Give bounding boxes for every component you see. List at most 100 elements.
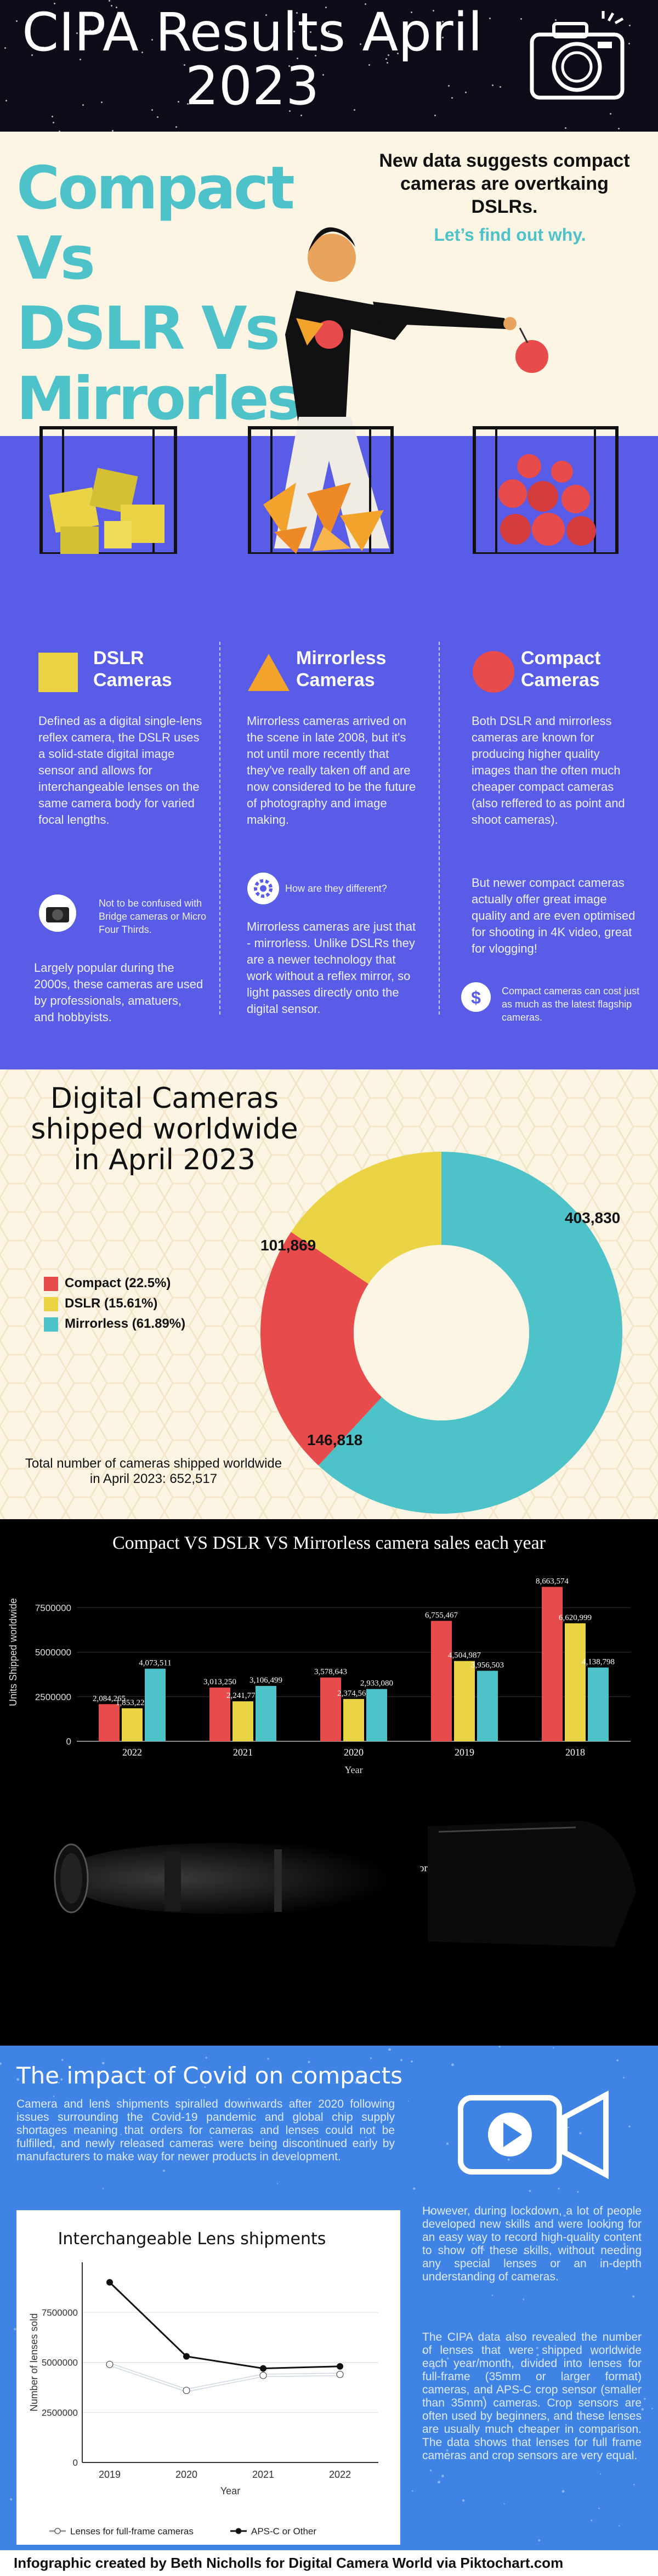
speckle-dot	[591, 2520, 593, 2522]
star-dot	[610, 113, 612, 115]
bar-value-label: 4,138,798	[582, 1657, 615, 1666]
x-tick-label: 2019	[99, 2469, 121, 2480]
page-title: CIPA Results April 2023	[22, 2, 483, 117]
donut-total: Total number of cameras shipped worldwid…	[25, 1456, 282, 1486]
speckle-dot	[164, 2157, 167, 2160]
star-dot	[291, 66, 293, 69]
x-tick-label: 2021	[233, 1747, 253, 1758]
star-dot	[42, 47, 44, 49]
bar-value-label: 4,504,987	[448, 1651, 481, 1660]
speckle-dot	[102, 2188, 104, 2190]
column-divider	[219, 642, 220, 1015]
star-dot	[173, 31, 175, 33]
speckle-dot	[211, 2137, 213, 2139]
speckle-dot	[536, 2347, 538, 2349]
speckle-dot	[603, 2394, 605, 2397]
compact-value-label: 146,818	[307, 1431, 363, 1448]
speckle-dot	[529, 2190, 531, 2192]
speckle-dot	[204, 2086, 206, 2088]
speckle-dot	[632, 2295, 635, 2298]
star-dot	[353, 109, 355, 111]
x-tick-label: 2019	[455, 1747, 474, 1758]
speckle-dot	[16, 2078, 20, 2081]
bar	[366, 1689, 387, 1741]
dslr-note: Not to be confused with Bridge cameras o…	[99, 898, 207, 935]
mirrorless-body-2: Mirrorless cameras are just that - mirro…	[247, 920, 416, 1016]
legend-label: DSLR (15.61%)	[65, 1296, 158, 1311]
star-dot	[617, 127, 620, 129]
bar-chart-section: Compact VS DSLR VS Mirrorless camera sal…	[0, 1519, 658, 2046]
x-tick-label: 2022	[329, 2469, 351, 2480]
x-tick-label: 2020	[344, 1747, 364, 1758]
star-dot	[314, 54, 316, 56]
star-dot	[265, 14, 268, 16]
speckle-dot	[628, 2125, 631, 2127]
bar	[454, 1661, 475, 1741]
legend-marker	[235, 2528, 242, 2534]
speckle-dot	[308, 2060, 310, 2063]
star-dot	[489, 17, 491, 19]
star-dot	[76, 32, 78, 34]
speckle-dot	[563, 2214, 566, 2217]
credit-footer: Infographic created by Beth Nicholls for…	[0, 2550, 658, 2576]
speckle-dot	[58, 2082, 60, 2084]
bar	[542, 1587, 563, 1741]
bar-value-label: 3,578,643	[314, 1668, 347, 1677]
bar-value-label: 8,663,574	[536, 1577, 569, 1586]
speckle-dot	[632, 2262, 634, 2264]
speckle-dot	[583, 2454, 585, 2456]
star-dot	[491, 84, 494, 86]
star-dot	[520, 18, 522, 20]
speckle-dot	[60, 2078, 63, 2081]
star-dot	[296, 12, 298, 14]
series-point	[106, 2279, 113, 2286]
bar	[256, 1686, 276, 1741]
star-dot	[365, 3, 367, 5]
camera-icon	[530, 11, 625, 100]
y-tick-label: 2500000	[35, 1692, 71, 1702]
star-dot	[288, 110, 291, 112]
legend-label: Lenses for full-frame cameras	[70, 2526, 194, 2537]
speckle-dot	[553, 2047, 554, 2049]
speckle-dot	[462, 2499, 465, 2502]
compact-bin-illustration	[473, 426, 619, 554]
bar	[232, 1701, 253, 1741]
star-dot	[276, 72, 278, 75]
star-dot	[628, 25, 631, 27]
dslr-body: Defined as a digital single-lens reflex …	[38, 714, 202, 826]
bar	[431, 1621, 452, 1741]
series-point	[106, 2360, 114, 2368]
legend-mirrorless: Mirrorless (61.89%)	[44, 1316, 185, 1332]
speckle-dot	[600, 2473, 602, 2475]
speckle-dot	[451, 2063, 454, 2067]
speckle-dot	[482, 2396, 485, 2399]
covid-paragraph-1: Camera and lens shipments spiralled down…	[16, 2098, 395, 2163]
donut-slice-mirrorless	[318, 1152, 623, 1514]
bar	[145, 1668, 166, 1741]
compact-body: Both DSLR and mirrorless cameras are kno…	[472, 714, 625, 826]
dslr-bin-illustration	[39, 426, 177, 554]
camera-lens-photo	[54, 1821, 636, 1947]
y-axis-label: Number of lenses sold	[29, 2313, 39, 2411]
video-camera-icon	[458, 2090, 609, 2179]
bar-value-label: 3,013,250	[203, 1678, 236, 1686]
lens-line-chart: Interchangeable Lens shipments 0 2500000 50…	[29, 2229, 378, 2537]
comparison-title: Compact Vs DSLR Vs Mirrorless	[16, 154, 335, 434]
speckle-dot	[616, 2059, 619, 2062]
speckle-dot	[355, 2081, 358, 2084]
speckle-dot	[0, 2062, 2, 2065]
star-dot	[325, 7, 327, 9]
speckle-dot	[429, 2211, 432, 2213]
speckle-dot	[641, 2408, 644, 2411]
star-dot	[231, 46, 234, 48]
bar-value-label: 6,620,999	[559, 1613, 592, 1622]
y-tick-label: 5000000	[35, 1647, 71, 1658]
legend-label: Mirrorless (61.89%)	[65, 1316, 186, 1331]
series-outline	[109, 2363, 341, 2392]
speckle-dot	[523, 2252, 526, 2255]
speckle-dot	[357, 2071, 359, 2073]
speckle-dot	[120, 2133, 122, 2135]
bar-value-label: 2,374,569	[337, 1689, 370, 1698]
covid-paragraph-3: The CIPA data also revealed the number o…	[422, 2331, 642, 2462]
star-dot	[360, 43, 362, 46]
